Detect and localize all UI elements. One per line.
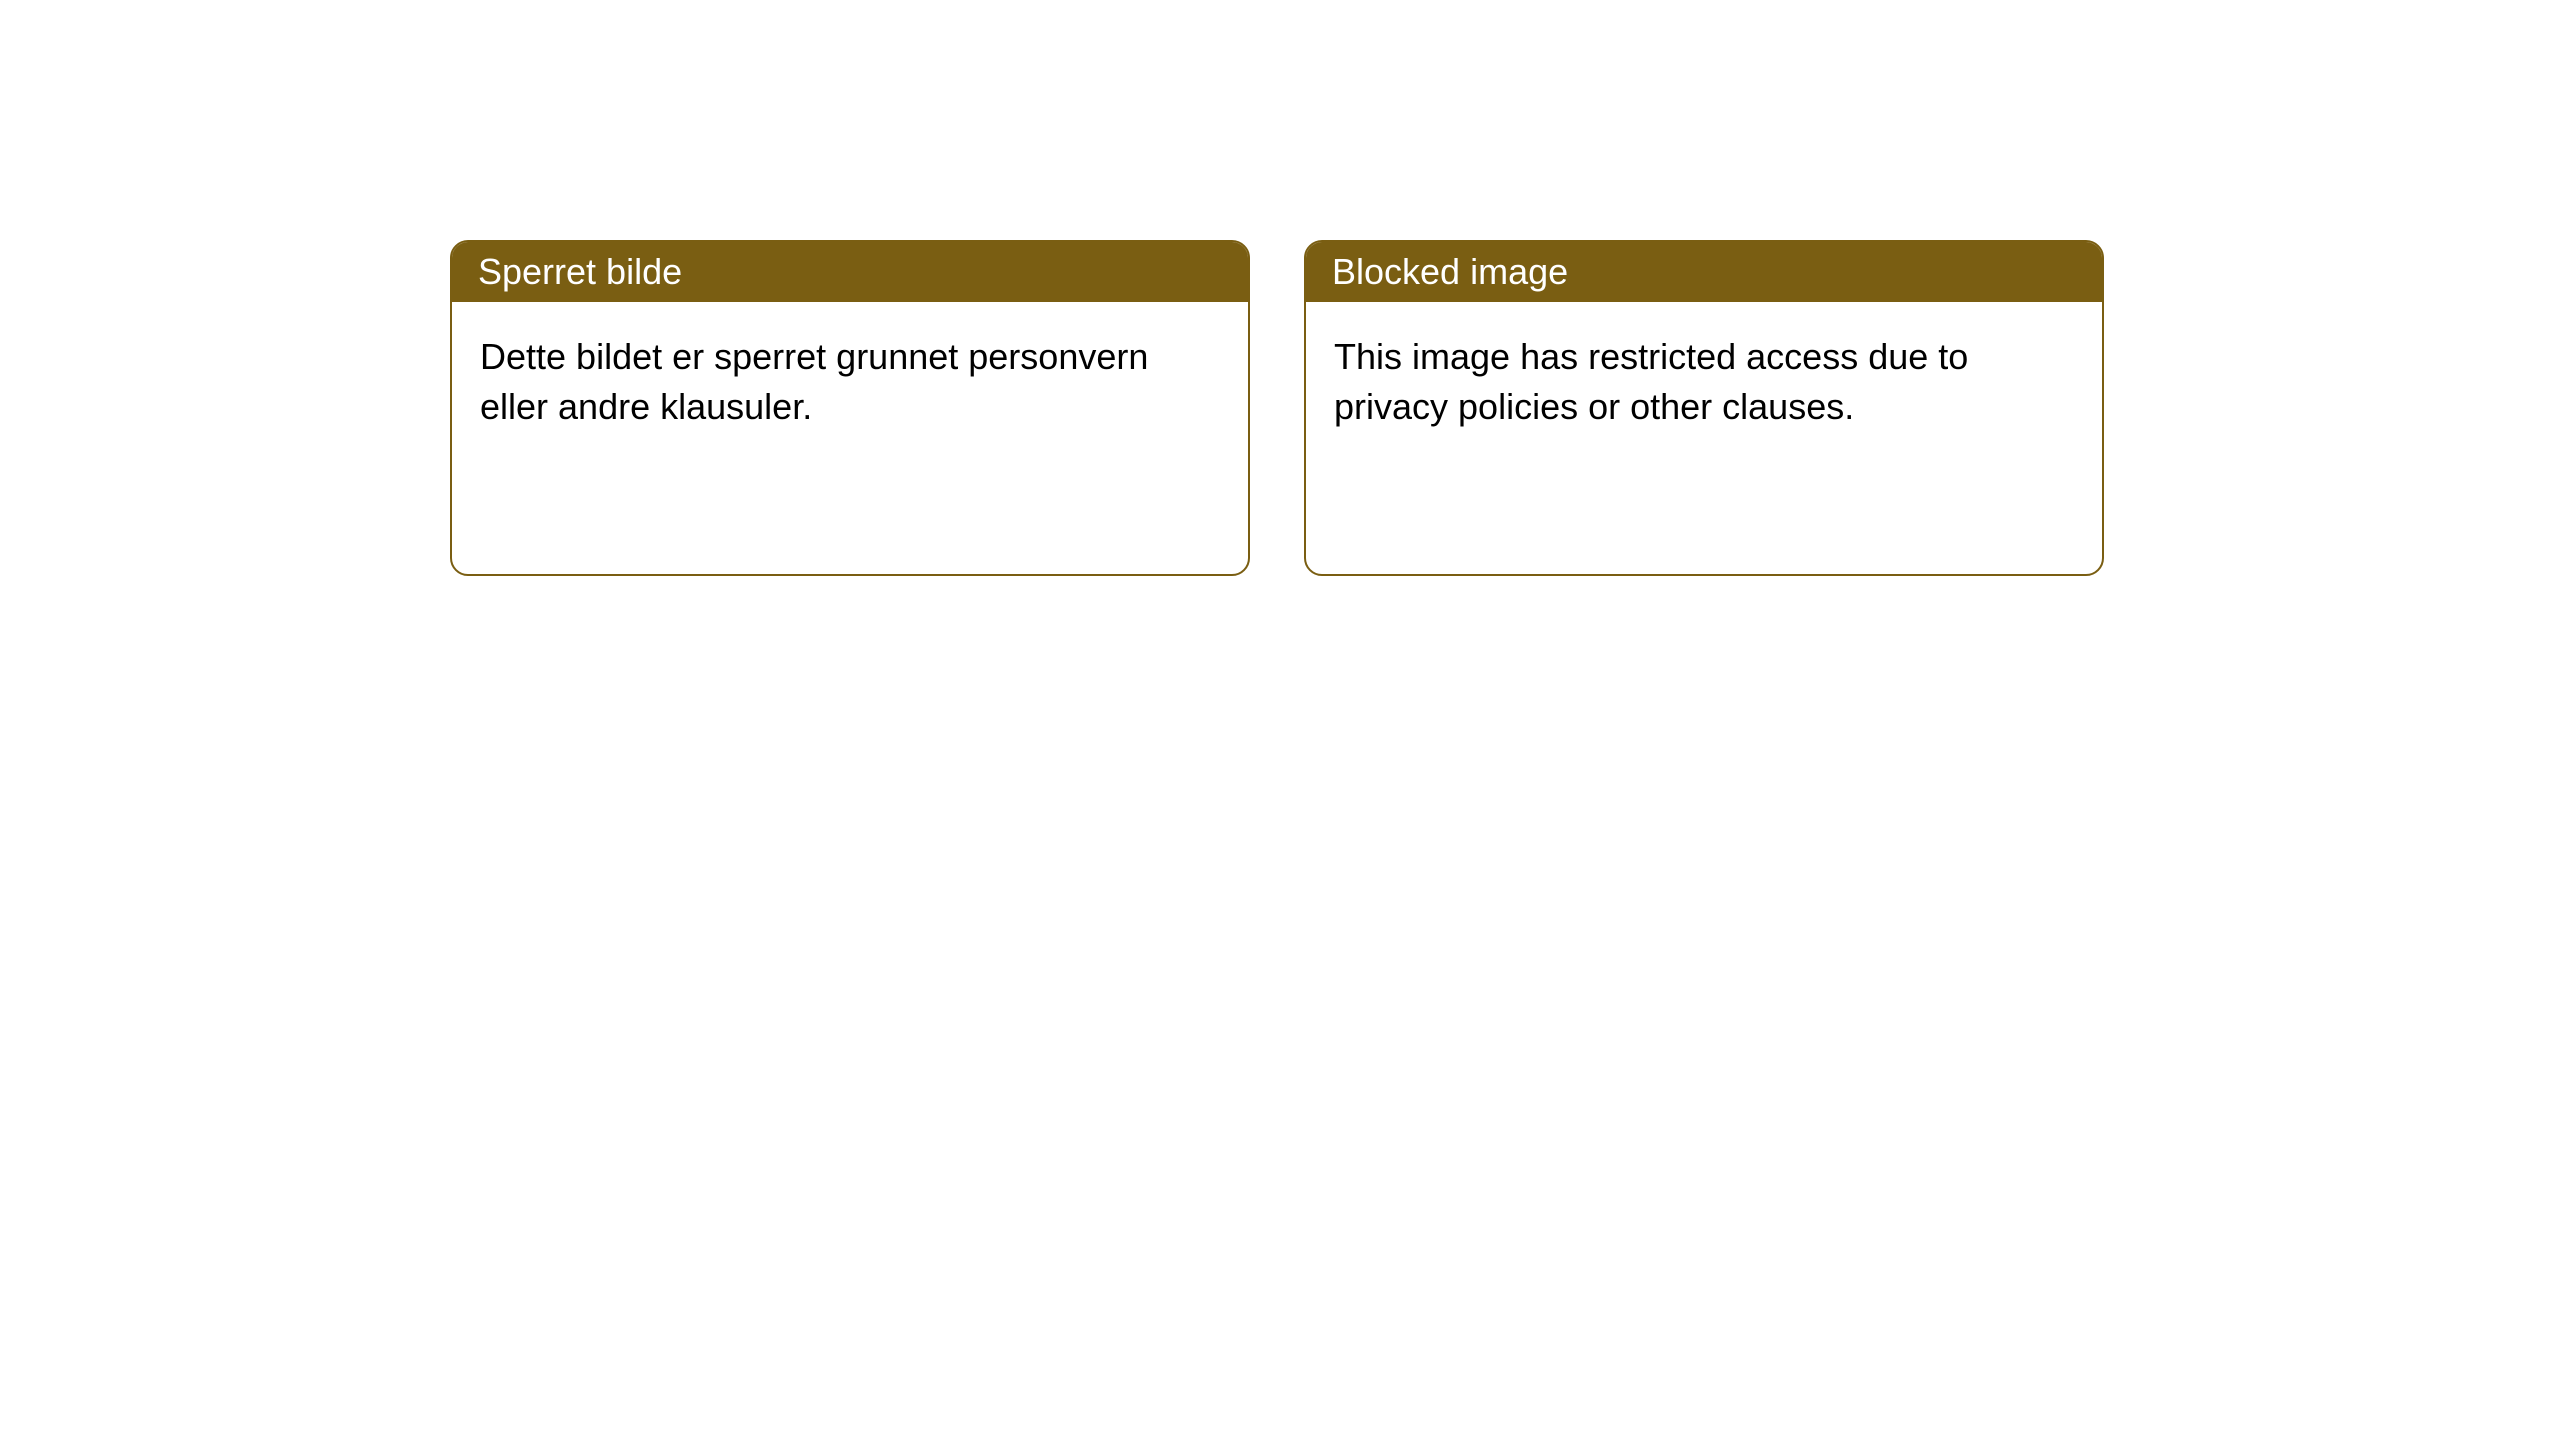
notice-body: Dette bildet er sperret grunnet personve… (452, 302, 1248, 463)
notice-title: Sperret bilde (478, 251, 682, 293)
notice-container: Sperret bilde Dette bildet er sperret gr… (0, 0, 2560, 576)
notice-box-english: Blocked image This image has restricted … (1304, 240, 2104, 576)
notice-header: Sperret bilde (452, 242, 1248, 302)
notice-box-norwegian: Sperret bilde Dette bildet er sperret gr… (450, 240, 1250, 576)
notice-message: This image has restricted access due to … (1334, 336, 1968, 427)
notice-header: Blocked image (1306, 242, 2102, 302)
notice-message: Dette bildet er sperret grunnet personve… (480, 336, 1148, 427)
notice-title: Blocked image (1332, 251, 1568, 293)
notice-body: This image has restricted access due to … (1306, 302, 2102, 463)
